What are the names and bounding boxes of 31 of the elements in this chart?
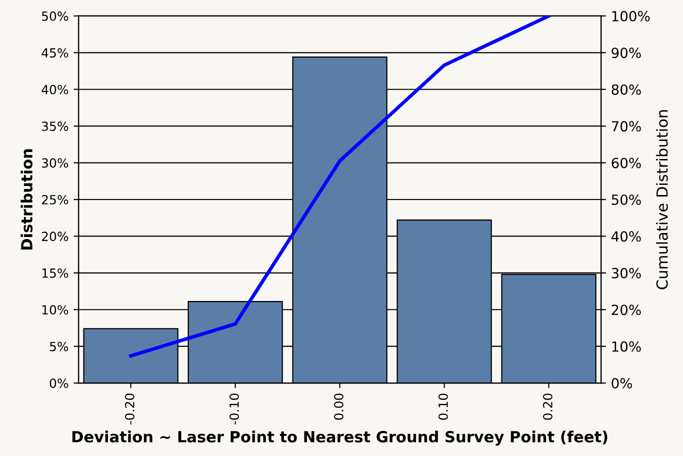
line-series	[129, 16, 551, 358]
x-tick-label: 0.20	[542, 394, 552, 420]
y2-tick-label: 90%	[612, 48, 641, 58]
y-tick-label: 5%	[50, 342, 68, 352]
x-axis-title: Deviation ~ Laser Point to Nearest Ground Survey Point (feet)	[72, 430, 608, 446]
y-tick-label: 45%	[42, 48, 68, 58]
y-tick-label: 0%	[50, 378, 68, 388]
y-tick-label: 15%	[42, 268, 68, 278]
x-tick-label: 0.00	[334, 394, 344, 420]
y-tick-label: 40%	[42, 84, 68, 94]
y2-tick-label: 80%	[612, 84, 641, 95]
y-tick-label: 30%	[42, 158, 68, 168]
y2-tick-label: 30%	[612, 268, 641, 278]
y2-axis-title: Cumulative Distribution	[656, 110, 668, 290]
y2-tick-label: 0%	[612, 378, 632, 389]
y2-tick-label: 10%	[612, 341, 641, 352]
y2-tick-label: 20%	[612, 304, 641, 316]
y-tick-label: 25%	[42, 194, 68, 204]
y-axis-title: Distribution	[20, 149, 33, 250]
y2-tick-label: 40%	[611, 231, 641, 242]
y2-tick-label: 70%	[612, 121, 641, 132]
x-tick-label: -0.20	[124, 394, 134, 424]
y-tick-label: 50%	[42, 11, 68, 21]
y-tick-label: 10%	[42, 305, 68, 315]
x-tick-label: 0.10	[438, 394, 448, 420]
y-tick-label: 35%	[42, 122, 68, 132]
y2-tick-label: 60%	[612, 158, 641, 168]
y-tick-label: 20%	[42, 232, 68, 242]
y2-tick-label: 100%	[612, 10, 650, 22]
x-tick-label: -0.10	[229, 394, 239, 424]
y2-tick-label: 50%	[612, 194, 641, 205]
